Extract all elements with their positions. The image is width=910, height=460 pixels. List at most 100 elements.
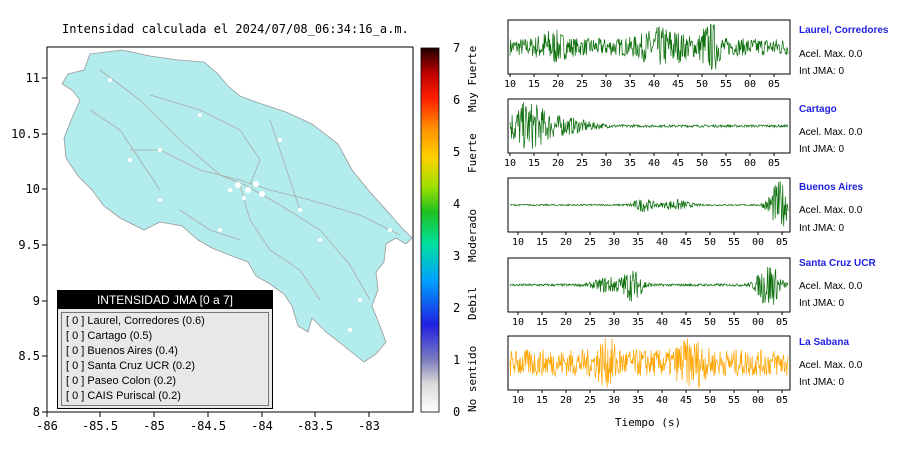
- town-markers: [108, 78, 392, 332]
- time-tick: 40: [648, 158, 660, 169]
- colorbar-tick: 7: [453, 41, 460, 55]
- time-tick: 35: [624, 158, 636, 169]
- time-tick: 10: [504, 158, 516, 169]
- lon-tick: -84.5: [190, 419, 226, 433]
- time-tick: 15: [528, 158, 540, 169]
- lon-tick: -86: [36, 419, 58, 433]
- colorbar-category: Debil: [466, 287, 479, 320]
- time-tick: 55: [728, 317, 740, 328]
- time-tick: 25: [576, 79, 588, 90]
- waveform-panel-laurel: [507, 19, 791, 75]
- legend-row: [ 0 ] Cartago (0.5): [66, 330, 153, 342]
- time-tick: 10: [512, 395, 524, 406]
- lat-tick: 11: [26, 71, 40, 85]
- time-tick: 25: [584, 317, 596, 328]
- station-jma: Int JMA: 0: [799, 66, 845, 77]
- time-tick: 10: [512, 317, 524, 328]
- colorbar-tick: 6: [453, 93, 460, 107]
- time-tick: 30: [608, 237, 620, 248]
- waveform-trace: [509, 181, 789, 227]
- station-acel: Acel. Max. 0.0: [799, 360, 863, 371]
- time-tick: 30: [600, 79, 612, 90]
- time-tick: 10: [512, 237, 524, 248]
- waveform-trace: [509, 266, 789, 305]
- legend-title: INTENSIDAD JMA [0 a 7]: [58, 291, 272, 309]
- colorbar-category: Fuerte: [466, 133, 479, 173]
- station-name: Laurel, Corredores: [799, 25, 889, 36]
- time-tick: 30: [600, 158, 612, 169]
- time-tick: 45: [680, 317, 692, 328]
- time-tick: 10: [504, 79, 516, 90]
- time-tick: 55: [728, 237, 740, 248]
- time-tick: 05: [768, 79, 780, 90]
- time-tick: 30: [608, 317, 620, 328]
- time-tick: 15: [528, 79, 540, 90]
- waveform-panel-buenos-aires: [507, 177, 791, 233]
- time-tick: 55: [720, 79, 732, 90]
- station-acel: Acel. Max. 0.0: [799, 205, 863, 216]
- time-tick: 20: [560, 237, 572, 248]
- map-title: Intensidad calculada el 2024/07/08_06:34…: [62, 22, 409, 36]
- lat-tick: 9.5: [18, 238, 40, 252]
- costa-rica-landmass: [61, 49, 413, 363]
- lon-tick: -83.5: [297, 419, 333, 433]
- station-name: Cartago: [799, 104, 837, 115]
- intensity-legend: INTENSIDAD JMA [0 a 7] [ 0 ] Laurel, Cor…: [57, 290, 273, 409]
- time-tick: 05: [776, 237, 788, 248]
- station-acel: Acel. Max. 0.0: [799, 49, 863, 60]
- waveform-panel-cartago: [507, 98, 791, 154]
- time-tick: 00: [744, 158, 756, 169]
- time-tick: 40: [648, 79, 660, 90]
- time-tick: 50: [704, 317, 716, 328]
- lon-tick: -83: [358, 419, 380, 433]
- intensity-colorbar: 0 1 2 3 4 5 6 7 No sentido Debil Moderad…: [420, 41, 479, 419]
- time-tick: 05: [776, 395, 788, 406]
- colorbar-tick: 0: [453, 405, 460, 419]
- time-tick: 55: [728, 395, 740, 406]
- lat-tick: 8: [33, 405, 40, 419]
- colorbar-tick: 2: [453, 301, 460, 315]
- time-tick: 25: [584, 237, 596, 248]
- colorbar-category: Muy Fuerte: [466, 46, 479, 112]
- station-name: Santa Cruz UCR: [799, 258, 876, 269]
- time-tick: 25: [584, 395, 596, 406]
- lat-tick: 8.5: [18, 349, 40, 363]
- time-tick: 00: [744, 79, 756, 90]
- station-acel: Acel. Max. 0.0: [799, 281, 863, 292]
- time-tick: 35: [624, 79, 636, 90]
- colorbar-tick: 3: [453, 249, 460, 263]
- time-tick: 35: [632, 395, 644, 406]
- time-tick: 45: [680, 395, 692, 406]
- road-network: [89, 69, 401, 301]
- station-name: Buenos Aires: [799, 182, 864, 193]
- station-jma: Int JMA: 0: [799, 377, 845, 388]
- time-tick: 15: [536, 317, 548, 328]
- waveform-trace: [509, 102, 789, 149]
- waveform-trace: [509, 23, 789, 71]
- x-axis-label: Tiempo (s): [615, 416, 681, 429]
- time-tick: 45: [672, 158, 684, 169]
- time-tick: 05: [768, 158, 780, 169]
- waveform-panel-la-sabana: [507, 335, 791, 391]
- time-tick: 35: [632, 317, 644, 328]
- time-tick: 15: [536, 395, 548, 406]
- waveform-panel-santa-cruz: [507, 257, 791, 313]
- time-tick: 20: [560, 395, 572, 406]
- time-tick: 50: [696, 158, 708, 169]
- time-tick: 20: [560, 317, 572, 328]
- time-tick: 45: [680, 237, 692, 248]
- legend-row: [ 0 ] Laurel, Corredores (0.6): [66, 315, 205, 327]
- station-jma: Int JMA: 0: [799, 144, 845, 155]
- time-tick: 25: [576, 158, 588, 169]
- legend-row: [ 0 ] Paseo Colon (0.2): [66, 375, 177, 387]
- lat-tick: 10.5: [11, 127, 40, 141]
- colorbar-tick: 4: [453, 197, 460, 211]
- station-acel: Acel. Max. 0.0: [799, 127, 863, 138]
- lat-tick: 10: [26, 182, 40, 196]
- time-tick: 00: [752, 395, 764, 406]
- time-tick: 35: [632, 237, 644, 248]
- legend-list: [ 0 ] Laurel, Corredores (0.6) [ 0 ] Car…: [61, 312, 269, 406]
- legend-row: [ 0 ] CAIS Puriscal (0.2): [66, 390, 181, 402]
- colorbar-tick: 1: [453, 353, 460, 367]
- time-tick: 50: [696, 79, 708, 90]
